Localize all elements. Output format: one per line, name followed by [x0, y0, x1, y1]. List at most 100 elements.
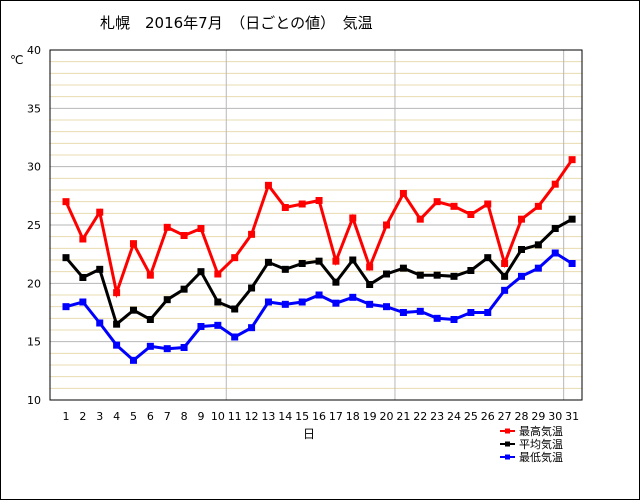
data-point — [332, 278, 340, 286]
data-point — [366, 300, 374, 308]
x-tick-label: 11 — [228, 410, 242, 423]
x-tick-label: 5 — [130, 410, 137, 423]
data-point — [517, 246, 525, 253]
data-point — [416, 271, 424, 279]
x-tick-label: 13 — [261, 410, 275, 423]
data-point — [96, 265, 104, 273]
data-point — [62, 254, 70, 262]
x-tick-label: 15 — [295, 410, 309, 423]
data-point — [79, 298, 87, 306]
data-point — [180, 344, 188, 351]
data-point — [568, 260, 576, 267]
x-tick-label: 29 — [531, 410, 545, 423]
x-tick-label: 1 — [63, 410, 70, 423]
data-point — [231, 254, 239, 262]
data-point — [197, 323, 205, 330]
data-point — [298, 200, 306, 208]
x-tick-label: 24 — [447, 410, 461, 423]
y-tick-label: 20 — [27, 277, 41, 290]
data-point — [349, 293, 357, 301]
y-tick-label: 10 — [27, 394, 41, 407]
y-axis-unit: ℃ — [10, 53, 23, 67]
data-point — [62, 198, 70, 206]
data-point — [416, 307, 424, 315]
x-tick-label: 7 — [164, 410, 171, 423]
data-point — [298, 298, 306, 306]
y-tick-label: 30 — [27, 161, 41, 174]
data-point — [264, 298, 272, 306]
data-point — [197, 268, 205, 276]
data-point — [383, 221, 391, 229]
data-point — [129, 240, 137, 248]
data-point — [568, 215, 576, 223]
data-point — [264, 258, 272, 266]
data-point — [180, 285, 188, 293]
data-point — [501, 260, 509, 267]
data-point — [568, 156, 576, 164]
data-point — [534, 264, 542, 272]
legend-label: 最高気温 — [519, 424, 563, 438]
data-point — [450, 272, 458, 280]
data-point — [484, 200, 492, 208]
data-point — [298, 260, 306, 267]
data-point — [349, 256, 357, 264]
data-point — [315, 257, 323, 265]
data-point — [399, 190, 407, 197]
data-point — [197, 225, 205, 232]
data-point — [383, 303, 391, 311]
data-point — [214, 270, 222, 278]
data-point — [332, 257, 340, 265]
data-point — [551, 225, 559, 232]
data-point — [450, 202, 458, 210]
data-point — [433, 314, 441, 322]
x-tick-label: 23 — [430, 410, 444, 423]
data-point — [467, 267, 475, 274]
data-point — [248, 230, 256, 238]
data-point — [315, 291, 323, 299]
x-tick-label: 12 — [245, 410, 259, 423]
data-point — [534, 202, 542, 210]
x-tick-label: 18 — [346, 410, 360, 423]
x-tick-label: 2 — [79, 410, 86, 423]
data-point — [501, 286, 509, 294]
data-point — [214, 298, 222, 306]
data-point — [416, 215, 424, 223]
data-point — [163, 345, 171, 353]
data-point — [366, 281, 374, 288]
data-point — [551, 249, 559, 257]
x-tick-label: 31 — [565, 410, 579, 423]
x-tick-label: 10 — [211, 410, 225, 423]
data-point — [248, 284, 256, 292]
data-point — [231, 333, 239, 341]
data-point — [281, 204, 289, 211]
plot-axes — [49, 49, 583, 401]
data-point — [467, 211, 475, 218]
data-point — [366, 263, 374, 271]
y-tick-label: 25 — [27, 219, 41, 232]
y-tick-label: 40 — [27, 44, 41, 57]
data-point — [113, 320, 121, 328]
data-point — [467, 309, 475, 316]
plot-grid — [50, 50, 582, 400]
data-point — [231, 305, 239, 313]
plot-border — [49, 49, 583, 401]
x-tick-label: 20 — [380, 410, 394, 423]
data-point — [484, 309, 492, 316]
data-point — [113, 289, 121, 297]
data-point — [450, 316, 458, 323]
data-point — [332, 299, 340, 307]
data-point — [163, 296, 171, 304]
data-point — [163, 223, 171, 231]
x-tick-label: 28 — [514, 410, 528, 423]
y-tick-label: 15 — [27, 336, 41, 349]
data-point — [433, 198, 441, 206]
data-point — [129, 356, 137, 364]
legend-swatch-marker — [505, 441, 510, 447]
legend-label: 平均気温 — [519, 437, 563, 451]
x-tick-label: 17 — [329, 410, 343, 423]
x-tick-label: 25 — [464, 410, 478, 423]
x-tick-label: 3 — [96, 410, 103, 423]
